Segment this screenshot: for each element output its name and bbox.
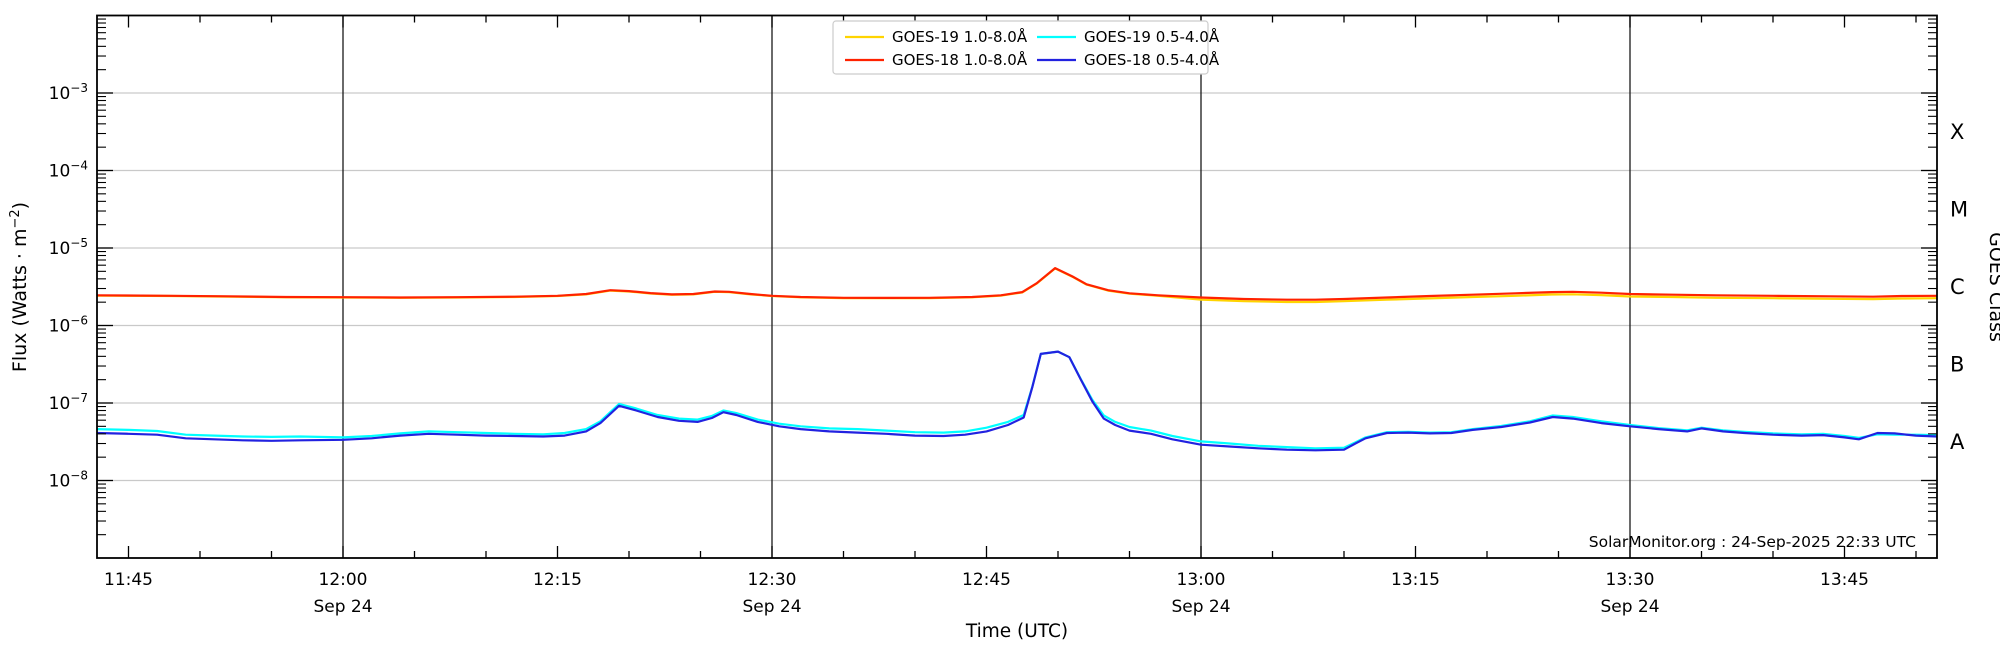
goes-class-b-label: B [1950, 352, 1964, 376]
goes-class-c-label: C [1950, 275, 1965, 299]
y-axis-label: Flux (Watts · m−2) [8, 202, 31, 372]
x-tick-label-1315: 13:15 [1391, 570, 1440, 590]
watermark-text: SolarMonitor.org : 24-Sep-2025 22:33 UTC [1589, 533, 1916, 551]
series-line-goes-19-0-5-4-0- [97, 350, 1937, 450]
legend-label-goes19-short: GOES-19 0.5-4.0Å [1084, 27, 1220, 46]
x-tick-label-1200: 12:00 [319, 570, 368, 590]
gridlines [97, 15, 1937, 558]
flux-series-lines [97, 267, 1937, 452]
legend-label-goes19-long: GOES-19 1.0-8.0Å [892, 27, 1028, 46]
y-tick-label-1e-6: 10−6 [49, 314, 88, 337]
legend-box [832, 20, 1209, 75]
x-tick-label-1245: 12:45 [962, 570, 1011, 590]
right-axis-label: GOES Class [1985, 232, 2000, 342]
series-line-goes-18-0-5-4-0- [97, 350, 1937, 452]
goes-class-x-label: X [1950, 120, 1964, 144]
y-tick-label-1e-4: 10−4 [49, 159, 88, 182]
x-tick-label-1330: 13:30 [1606, 570, 1655, 590]
legend-label-goes18-long: GOES-18 1.0-8.0Å [892, 50, 1028, 69]
x-axis-label: Time (UTC) [965, 621, 1068, 642]
y-tick-label-1e-3: 10−3 [49, 81, 88, 104]
x-tick-label-1345: 13:45 [1820, 570, 1869, 590]
x-tick-date-label: Sep 24 [313, 597, 372, 617]
legend: GOES-19 1.0-8.0Å GOES-18 1.0-8.0Å GOES-1… [832, 20, 1220, 75]
y-tick-label-1e-5: 10−5 [49, 236, 88, 259]
plot-border [96, 14, 1938, 559]
x-tick-date-label: Sep 24 [742, 597, 801, 617]
y-axis-tick-labels: 10−3 10−4 10−5 10−6 10−7 10−8 [49, 81, 88, 492]
series-line-goes-18-1-0-8-0- [97, 267, 1937, 301]
x-tick-date-label: Sep 24 [1600, 597, 1659, 617]
y-tick-label-1e-7: 10−7 [49, 391, 88, 414]
legend-label-goes18-short: GOES-18 0.5-4.0Å [1084, 50, 1220, 69]
x-tick-label-1230: 12:30 [748, 570, 797, 590]
x-tick-date-label: Sep 24 [1171, 597, 1230, 617]
svg-text:Flux (Watts · m−2): Flux (Watts · m−2) [8, 202, 31, 372]
x-tick-label-1215: 12:15 [533, 570, 582, 590]
y-tick-label-1e-8: 10−8 [49, 469, 88, 492]
goes-class-a-label: A [1950, 430, 1965, 454]
x-axis-tick-labels: 11:45 12:00 Sep 24 12:15 12:30 Sep 24 12:45 13:… [104, 570, 1869, 617]
x-tick-label-1300: 13:00 [1177, 570, 1226, 590]
goes-class-m-label: M [1950, 197, 1968, 221]
x-tick-label-1145: 11:45 [104, 570, 153, 590]
axis-ticks [97, 15, 1937, 558]
